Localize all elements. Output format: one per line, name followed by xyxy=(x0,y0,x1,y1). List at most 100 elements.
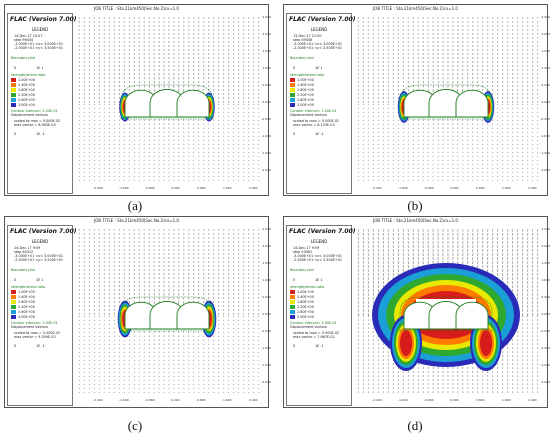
vector-mark xyxy=(148,119,150,122)
vector-mark xyxy=(392,96,394,99)
vector-mark xyxy=(113,331,115,334)
legend-scale-zero: 0 xyxy=(293,278,296,282)
vector-mark xyxy=(387,100,389,103)
flac-version: FLAC (Version 7.00) xyxy=(10,228,77,235)
vector-mark xyxy=(357,268,359,272)
vector-mark xyxy=(248,92,250,95)
vector-mark xyxy=(412,80,414,84)
legend-vscale-one: 1E -1 xyxy=(36,132,45,136)
vector-mark xyxy=(357,115,359,118)
vector-mark xyxy=(113,88,115,91)
vector-mark xyxy=(113,92,115,95)
vector-mark xyxy=(193,335,195,338)
tunnel-outline xyxy=(120,296,214,332)
vector-mark xyxy=(143,331,145,334)
legend-swatch xyxy=(290,310,295,314)
legend-ratio-value: 1.80E+00 xyxy=(297,300,314,304)
vector-mark xyxy=(537,96,539,99)
vector-mark xyxy=(357,363,359,366)
vector-mark xyxy=(357,391,359,394)
vector-mark xyxy=(228,119,230,122)
legend-ratio-value: 2.60E+00 xyxy=(18,98,35,102)
vector-mark xyxy=(253,327,255,330)
vector-mark xyxy=(477,119,479,122)
vector-mark xyxy=(387,123,389,126)
vector-mark xyxy=(228,335,230,338)
vector-mark xyxy=(198,123,200,126)
vector-mark xyxy=(183,119,185,122)
vector-mark xyxy=(502,115,504,118)
vector-mark xyxy=(477,123,479,126)
legend-ratio-value: 1.00E+00 xyxy=(297,290,314,294)
legend-swatch xyxy=(11,300,16,304)
vector-mark xyxy=(258,315,260,318)
y-tick-label: 1.500 xyxy=(262,49,271,53)
vector-mark xyxy=(218,292,220,295)
x-tick-label: 0.800 xyxy=(476,186,485,190)
vector-mark xyxy=(357,315,359,318)
vector-mark xyxy=(248,96,250,99)
vector-mark xyxy=(377,96,379,99)
vector-mark xyxy=(103,88,105,91)
vector-mark xyxy=(362,240,364,244)
vector-mark xyxy=(143,123,145,126)
vector-mark xyxy=(517,100,519,103)
vector-mark xyxy=(507,103,509,106)
vector-mark xyxy=(123,292,125,296)
vector-mark xyxy=(78,323,80,326)
vector-mark xyxy=(213,115,215,118)
vector-mark xyxy=(362,355,364,358)
vector-mark xyxy=(372,127,374,130)
vector-mark xyxy=(238,300,240,303)
vector-mark xyxy=(213,292,215,296)
vector-mark xyxy=(93,92,95,95)
vector-mark xyxy=(113,119,115,122)
vector-mark xyxy=(362,331,364,334)
vector-mark xyxy=(233,323,235,326)
vector-mark xyxy=(88,335,90,338)
vector-mark xyxy=(517,84,519,87)
vector-mark xyxy=(128,123,130,126)
vector-mark xyxy=(233,315,235,318)
legend-max-vector: max vector = 6.963E-03 xyxy=(14,123,56,127)
vector-mark xyxy=(88,111,90,114)
vector-mark xyxy=(362,260,364,264)
vector-mark xyxy=(228,127,230,130)
vector-mark xyxy=(243,100,245,103)
vector-mark xyxy=(83,111,85,114)
x-tick-label: 1.600 xyxy=(502,186,511,190)
panel-frame: JOB TITLE : Sta.21km450(Sec.No.2)cx=1.0 … xyxy=(283,216,550,408)
vector-mark xyxy=(228,292,230,295)
vector-mark xyxy=(372,103,374,106)
vector-mark xyxy=(213,88,215,92)
vector-mark xyxy=(208,80,210,84)
legend-vscale-zero: 0 xyxy=(293,344,296,348)
vector-mark xyxy=(507,119,509,122)
vector-mark xyxy=(93,319,95,322)
vector-mark xyxy=(93,100,95,103)
vector-mark xyxy=(228,339,230,342)
vector-mark xyxy=(143,335,145,338)
vector-mark xyxy=(98,80,100,83)
y-tick-label: 0.500 xyxy=(262,295,271,299)
vector-mark xyxy=(78,84,80,87)
vector-mark xyxy=(462,119,464,122)
vector-mark xyxy=(113,103,115,106)
vector-mark xyxy=(113,96,115,99)
vector-mark xyxy=(113,319,115,322)
vector-mark xyxy=(218,339,220,342)
vector-mark xyxy=(357,300,359,304)
vector-mark xyxy=(397,88,399,92)
vector-mark xyxy=(377,103,379,106)
vector-mark xyxy=(367,111,369,114)
panel-d: JOB TITLE : Sta.21km450(Sec.No.2)cx=1.0 … xyxy=(283,216,550,408)
vector-mark xyxy=(357,367,359,370)
vector-mark xyxy=(83,315,85,318)
vector-mark xyxy=(512,111,514,114)
vector-mark xyxy=(98,115,100,118)
panel-a: JOB TITLE : Sta.21km450(Sec.No.2)cx=1.0 … xyxy=(4,4,271,196)
vector-mark xyxy=(258,319,260,322)
vector-mark xyxy=(228,88,230,91)
vector-mark xyxy=(133,331,135,334)
vector-mark xyxy=(113,107,115,110)
